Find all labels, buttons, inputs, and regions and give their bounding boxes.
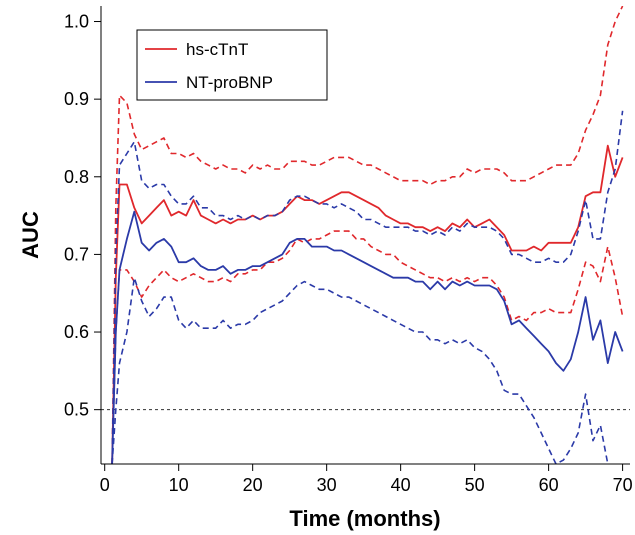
series-line-hs-ctnt [111,144,624,464]
plot-area [101,6,630,464]
x-tick-label: 70 [613,475,633,495]
x-tick-label: 60 [539,475,559,495]
series-line-nt-probnp [111,210,624,464]
y-axis-title: AUC [18,211,43,259]
x-tick-label: 10 [169,475,189,495]
y-tick-label: 0.8 [64,167,89,187]
x-tick-label: 30 [317,475,337,495]
x-axis-title: Time (months) [289,506,440,531]
legend-label: NT-proBNP [186,73,273,92]
x-tick-label: 0 [100,475,110,495]
series-group [111,6,624,464]
legend: hs-cTnT NT-proBNP [136,29,328,101]
series-line-hs-ctnt-upper [111,6,624,464]
y-tick-label: 1.0 [64,12,89,32]
series-line-nt-probnp-lower [111,276,609,464]
x-tick-label: 20 [243,475,263,495]
y-tick-label: 0.7 [64,244,89,264]
y-tick-label: 0.9 [64,89,89,109]
axes: 0 10 20 30 40 50 60 70 0.5 0.6 0.7 0.8 0.9 1.0 [64,6,633,495]
y-tick-label: 0.6 [64,322,89,342]
series-line-hs-ctnt-lower [111,230,624,464]
legend-label: hs-cTnT [186,40,248,59]
x-tick-label: 50 [465,475,485,495]
y-tick-label: 0.5 [64,400,89,420]
series-line-nt-probnp-upper [111,110,624,464]
legend-box [136,29,328,101]
x-tick-label: 40 [391,475,411,495]
